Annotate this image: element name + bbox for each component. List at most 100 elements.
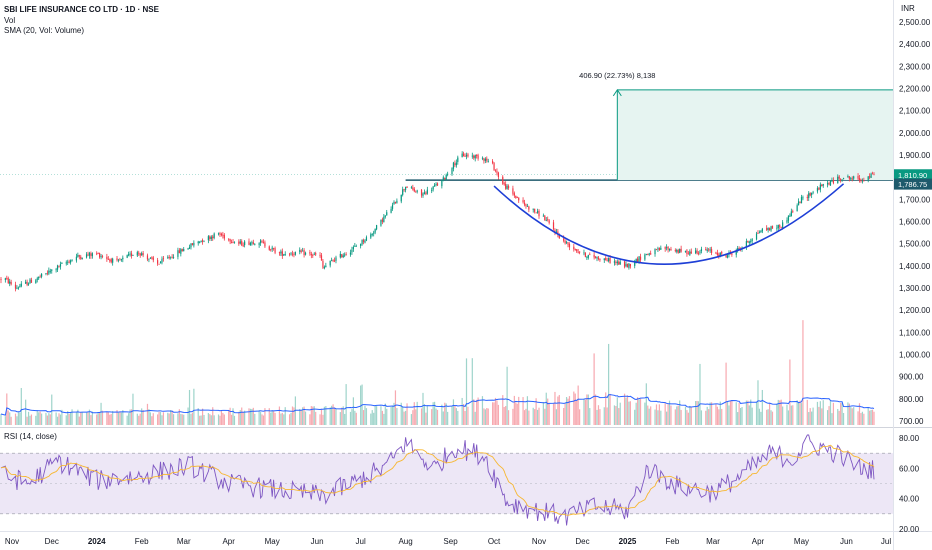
candle-body [172,257,175,258]
candle-body [342,255,344,257]
candle-body [380,219,382,226]
candle-body [596,257,598,259]
candle-body [867,176,869,181]
volume-bar [262,415,265,425]
candle-body [122,257,124,260]
candle-body [579,251,581,253]
candle-body [838,176,840,179]
volume-bar [487,408,489,425]
volume-bar [867,406,869,425]
candle-body [680,248,682,252]
volume-bar [355,412,357,425]
candle-body [222,234,224,236]
candle-body [829,180,832,186]
volume-bar [58,413,60,425]
candle-body [91,253,93,257]
volume-bar [67,411,69,425]
candle-body [333,260,336,262]
candle-body [545,219,547,221]
measure-box[interactable] [617,89,893,181]
candle-body [516,197,518,199]
volume-bar [873,411,875,425]
volume-bar [842,412,845,425]
candle-body [280,251,282,254]
volume-bar [310,406,312,425]
volume-bar [242,411,244,425]
volume-bar [506,366,508,425]
candle-body [319,254,321,256]
time-tick-label: Mar [706,537,720,546]
time-tick-label: Jun [840,537,853,546]
candle-body [710,249,713,253]
volume-bar [515,402,517,425]
candle-body [391,204,394,209]
volume-bar [248,408,250,425]
candle-body [738,248,740,250]
volume-bar [268,408,270,425]
volume-bar [605,392,607,425]
candle-body [67,261,69,263]
volume-bar [293,407,295,425]
candle-body [6,278,8,279]
candle-body [812,191,814,193]
volume-bar [290,412,292,425]
volume-bar [679,400,681,425]
candle-body [639,256,642,260]
currency-label: INR [901,4,915,13]
candle-body [822,184,824,186]
volume-bar [0,413,2,425]
volume-bar [768,403,771,425]
candle-body [716,252,718,255]
candle-body [635,258,637,264]
volume-bar [365,408,368,425]
volume-bar [837,408,839,425]
candle-body [219,233,221,235]
candle-body [49,270,51,272]
candle-body [638,256,640,263]
volume-bar [848,403,850,425]
time-tick-label: Dec [45,537,59,546]
candle-body [467,154,469,157]
volume-bar [847,402,849,425]
candle-body [800,197,803,204]
candle-body [203,240,205,242]
volume-bar [822,400,824,425]
volume-bar [4,416,6,425]
volume-bar [689,405,691,425]
volume-bar [574,393,576,425]
candle-body [767,227,769,231]
volume-bar [19,413,21,425]
candle-body [361,239,363,245]
candle-body [81,257,83,260]
resistance-price-label: 1,786.75 [898,180,927,189]
volume-bar [635,402,637,425]
candle-body [770,226,772,231]
volume-bar [180,413,182,425]
candle-body [792,211,794,213]
volume-bar [731,400,733,425]
candle-body [670,248,672,251]
volume-bar [608,343,610,425]
time-tick-label: May [265,537,280,546]
volume-bar [178,409,180,425]
volume-bar [706,406,708,425]
candle-body [674,250,676,252]
candle-body [735,251,737,255]
candle-body [512,188,514,194]
candle-body [751,239,753,242]
cup-pattern-curve[interactable] [493,183,845,265]
candle-body [797,201,800,206]
candle-body [242,245,244,247]
candle-body [422,193,424,196]
candle-body [239,241,241,244]
volume-bar [312,406,314,425]
volume-bar [461,397,463,425]
candle-body [100,256,102,258]
volume-bar [161,415,163,425]
candle-body [637,258,639,262]
volume-bar [128,413,130,425]
volume-bar [789,359,791,425]
time-tick-label: Apr [222,537,235,546]
